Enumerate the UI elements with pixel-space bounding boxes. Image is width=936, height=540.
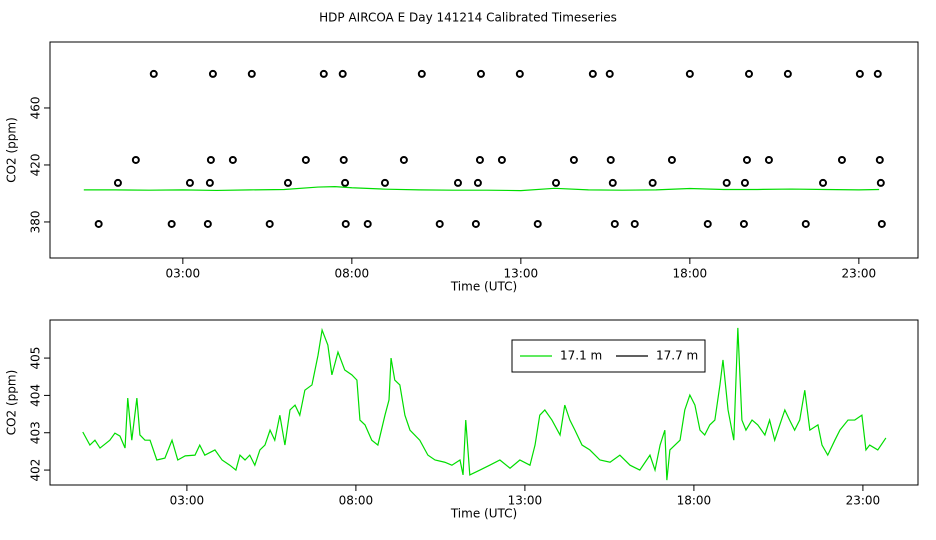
data-point: [740, 178, 749, 187]
y-axis-label: CO2 (ppm): [5, 370, 19, 436]
y-tick-label: 380: [29, 210, 43, 233]
data-point: [630, 219, 639, 228]
y-tick-label: 404: [29, 384, 43, 407]
data-point: [283, 178, 292, 187]
data-point: [648, 178, 657, 187]
data-point: [497, 155, 506, 164]
data-point: [228, 155, 237, 164]
y-tick-label: 460: [29, 97, 43, 120]
data-point: [703, 219, 712, 228]
legend-label: 17.1 m: [560, 349, 602, 363]
data-point: [739, 219, 748, 228]
data-point: [471, 219, 480, 228]
data-point: [476, 69, 485, 78]
x-tick-label: 03:00: [170, 494, 205, 508]
x-tick-label: 08:00: [339, 494, 374, 508]
y-tick-label: 405: [29, 347, 43, 370]
data-point: [551, 178, 560, 187]
data-point: [801, 219, 810, 228]
x-tick-label: 08:00: [335, 267, 370, 281]
data-point: [569, 155, 578, 164]
data-point: [185, 178, 194, 187]
data-point: [605, 69, 614, 78]
data-point: [588, 69, 597, 78]
data-point: [606, 155, 615, 164]
data-point: [877, 219, 886, 228]
data-line: [83, 186, 880, 192]
x-tick-label: 23:00: [846, 494, 881, 508]
x-tick-label: 18:00: [677, 494, 712, 508]
data-point: [94, 219, 103, 228]
data-point: [339, 155, 348, 164]
data-point: [399, 155, 408, 164]
data-point: [855, 69, 864, 78]
y-axis-label: CO2 (ppm): [5, 117, 19, 183]
data-point: [265, 219, 274, 228]
data-point: [875, 155, 884, 164]
legend-label: 17.7 m: [656, 349, 698, 363]
data-point: [742, 155, 751, 164]
data-point: [453, 178, 462, 187]
x-tick-label: 18:00: [673, 267, 708, 281]
data-point: [744, 69, 753, 78]
x-tick-label: 13:00: [504, 267, 539, 281]
x-tick-label: 23:00: [842, 267, 877, 281]
data-point: [113, 178, 122, 187]
data-point: [319, 69, 328, 78]
y-tick-label: 402: [29, 459, 43, 482]
data-point: [363, 219, 372, 228]
y-tick-label: 420: [29, 154, 43, 177]
data-point: [722, 178, 731, 187]
data-point: [667, 155, 676, 164]
x-tick-label: 03:00: [166, 267, 201, 281]
data-point: [203, 219, 212, 228]
data-point: [685, 69, 694, 78]
data-point: [206, 155, 215, 164]
data-point: [301, 155, 310, 164]
data-point: [167, 219, 176, 228]
data-point: [417, 69, 426, 78]
data-point: [610, 219, 619, 228]
plot-frame: [49, 41, 919, 259]
data-point: [515, 69, 524, 78]
data-line: [82, 327, 887, 481]
data-point: [341, 178, 350, 187]
data-point: [819, 178, 828, 187]
data-point: [533, 219, 542, 228]
x-axis-label: Time (UTC): [450, 507, 517, 521]
data-point: [149, 69, 158, 78]
data-point: [131, 155, 140, 164]
data-point: [380, 178, 389, 187]
data-point: [764, 155, 773, 164]
data-point: [475, 155, 484, 164]
data-point: [247, 69, 256, 78]
data-point: [876, 178, 885, 187]
data-point: [208, 69, 217, 78]
data-point: [473, 178, 482, 187]
data-point: [435, 219, 444, 228]
data-point: [873, 69, 882, 78]
plot-frame: [49, 319, 919, 486]
page-title: HDP AIRCOA E Day 141214 Calibrated Times…: [319, 11, 617, 25]
data-point: [338, 69, 347, 78]
x-tick-label: 13:00: [508, 494, 543, 508]
x-axis-label: Time (UTC): [450, 280, 517, 294]
y-tick-label: 403: [29, 421, 43, 444]
data-point: [341, 219, 350, 228]
data-point: [205, 178, 214, 187]
data-point: [837, 155, 846, 164]
data-point: [608, 178, 617, 187]
data-point: [783, 69, 792, 78]
